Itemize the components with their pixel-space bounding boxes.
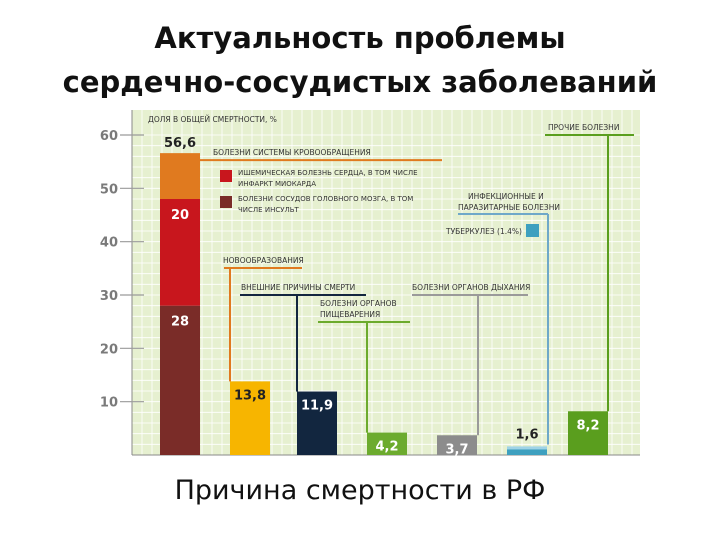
bar-segment-1: [160, 199, 200, 306]
bar-value-label: 11,9: [301, 399, 333, 414]
bar-name: ПИЩЕВАРЕНИЯ: [320, 310, 380, 319]
legend-label: ИНФАРКТ МИОКАРДА: [238, 180, 316, 188]
bar-name: БОЛЕЗНИ ОРГАНОВ: [320, 299, 397, 308]
bar-name: ИНФЕКЦИОННЫЕ И: [468, 192, 544, 201]
bar-name: ПАРАЗИТАРНЫЕ БОЛЕЗНИ: [458, 203, 560, 212]
bar-segment-0: [507, 446, 547, 455]
bar: [437, 435, 477, 455]
sub-item-label: ТУБЕРКУЛЕЗ (1.4%): [445, 227, 522, 236]
y-tick-label: 20: [100, 342, 118, 357]
y-tick-label: 60: [100, 129, 118, 144]
bar-value-label: 4,2: [375, 440, 398, 455]
bar: [367, 432, 407, 455]
legend-label: БОЛЕЗНИ СОСУДОВ ГОЛОВНОГО МОЗГА, В ТОМ: [238, 195, 413, 203]
plot-background: [132, 110, 640, 455]
y-tick-label: 50: [100, 182, 118, 197]
bar-value-label: 8,2: [576, 418, 599, 433]
bar-segment-2: [160, 153, 200, 199]
bar-segment-1: [507, 446, 547, 450]
bar-value-label: 3,7: [445, 442, 468, 457]
bar-name: БОЛЕЗНИ СИСТЕМЫ КРОВООБРАЩЕНИЯ: [213, 148, 371, 157]
y-axis-label: ДОЛЯ В ОБЩЕЙ СМЕРТНОСТИ, %: [148, 115, 277, 124]
sub-item-swatch: [526, 224, 539, 237]
y-tick-label: 40: [100, 236, 118, 251]
chart-title-line-2: сердечно-сосудистых заболеваний: [62, 65, 658, 99]
bar-name: ПРОЧИЕ БОЛЕЗНИ: [548, 123, 619, 132]
bar: [230, 381, 270, 455]
legend-label: ИШЕМИЧЕСКАЯ БОЛЕЗНЬ СЕРДЦА, В ТОМ ЧИСЛЕ: [238, 169, 418, 177]
bar-segment-label: 20: [171, 208, 189, 223]
legend-label: ЧИСЛЕ ИНСУЛЬТ: [238, 206, 300, 214]
y-tick-label: 30: [100, 289, 118, 304]
bar-total-label: 56,6: [164, 136, 196, 151]
chart-title-line-1: Актуальность проблемы: [154, 21, 566, 55]
bar-name: БОЛЕЗНИ ОРГАНОВ ДЫХАНИЯ: [412, 283, 530, 292]
bar: [297, 391, 337, 455]
bar-value-label: 1,6: [515, 427, 538, 442]
legend-swatch: [220, 170, 232, 182]
bar-segment-label: 28: [171, 315, 189, 330]
bar-segment-0: [160, 305, 200, 455]
legend-swatch: [220, 196, 232, 208]
bar: [568, 411, 608, 455]
bar-name: ВНЕШНИЕ ПРИЧИНЫ СМЕРТИ: [241, 283, 355, 292]
bar-name: НОВООБРАЗОВАНИЯ: [223, 256, 304, 265]
bar-value-label: 13,8: [234, 388, 266, 403]
chart-caption: Причина смертности в РФ: [174, 475, 546, 506]
y-tick-label: 10: [100, 396, 118, 411]
